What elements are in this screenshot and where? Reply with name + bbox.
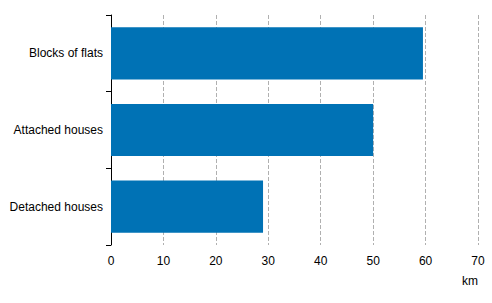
svg-text:70: 70 — [471, 254, 485, 268]
svg-text:40: 40 — [314, 254, 328, 268]
svg-text:50: 50 — [366, 254, 380, 268]
svg-text:Detached houses: Detached houses — [10, 200, 103, 214]
svg-text:60: 60 — [419, 254, 433, 268]
svg-text:km: km — [462, 274, 478, 288]
svg-text:30: 30 — [262, 254, 276, 268]
svg-text:10: 10 — [157, 254, 171, 268]
svg-text:Attached houses: Attached houses — [14, 123, 103, 137]
svg-text:0: 0 — [108, 254, 115, 268]
svg-text:Blocks of flats: Blocks of flats — [29, 46, 103, 60]
svg-text:20: 20 — [209, 254, 223, 268]
